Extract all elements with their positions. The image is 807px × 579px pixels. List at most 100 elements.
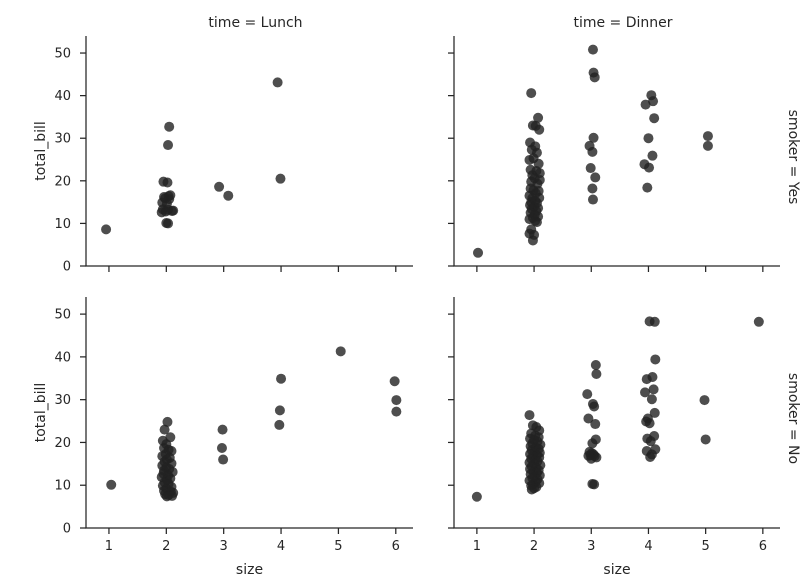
ytick-label-lunch-no-30: 30 (54, 393, 71, 408)
data-point-dinner-no-72 (648, 384, 659, 395)
data-point-lunch-yes-18 (164, 121, 175, 132)
data-point-dinner-yes-0 (473, 247, 484, 258)
data-point-lunch-no-43 (335, 346, 346, 357)
xtick-label-dinner-no-1: 1 (473, 539, 481, 554)
data-point-lunch-no-0 (106, 479, 117, 490)
data-point-dinner-no-74 (646, 394, 657, 405)
row-title-dinner-no: smoker = No (785, 373, 801, 464)
data-point-dinner-no-78 (644, 418, 655, 429)
data-point-dinner-no-81 (645, 436, 656, 447)
ytick-label-lunch-no-0: 0 (63, 522, 71, 537)
data-point-lunch-yes-14 (168, 205, 179, 216)
data-point-dinner-yes-67 (702, 140, 713, 151)
data-point-lunch-no-42 (274, 419, 285, 430)
data-point-lunch-yes-20 (214, 181, 225, 192)
xtick-label-lunch-no-4: 4 (277, 539, 285, 554)
axis-spines-dinner-yes (453, 36, 780, 267)
data-point-dinner-no-1 (524, 410, 535, 421)
data-point-lunch-no-41 (274, 405, 285, 416)
xtick-label-lunch-no-3: 3 (220, 539, 228, 554)
xtick-label-dinner-no-5: 5 (702, 539, 710, 554)
ytick-label-lunch-no-10: 10 (54, 479, 71, 494)
data-point-lunch-no-38 (216, 443, 227, 454)
data-point-lunch-no-37 (217, 424, 228, 435)
data-point-dinner-yes-11 (524, 154, 535, 165)
data-point-dinner-yes-5 (534, 124, 545, 135)
data-point-dinner-no-88 (753, 316, 764, 327)
data-point-lunch-yes-23 (275, 173, 286, 184)
data-point-lunch-no-1 (162, 416, 173, 427)
data-point-dinner-no-54 (590, 419, 601, 430)
axis-spines-dinner-no (453, 297, 780, 529)
data-point-lunch-no-44 (389, 376, 400, 387)
data-point-lunch-yes-21 (223, 190, 234, 201)
ytick-label-lunch-yes-0: 0 (63, 260, 71, 275)
data-point-dinner-no-85 (645, 451, 656, 462)
xtick-label-dinner-no-2: 2 (530, 539, 538, 554)
data-point-dinner-yes-46 (527, 235, 538, 246)
data-point-dinner-yes-62 (647, 150, 658, 161)
data-point-dinner-yes-1 (526, 88, 537, 99)
y-axis-title-lunch-no: total_bill (33, 383, 49, 443)
data-point-lunch-no-36 (161, 491, 172, 502)
data-point-dinner-no-68 (649, 316, 660, 327)
xtick-label-lunch-no-5: 5 (334, 539, 342, 554)
data-point-dinner-no-56 (587, 438, 598, 449)
data-point-dinner-no-53 (583, 413, 594, 424)
data-point-dinner-no-49 (591, 369, 602, 379)
ytick-label-lunch-no-40: 40 (54, 350, 71, 365)
data-point-dinner-no-86 (699, 395, 710, 406)
data-point-dinner-yes-61 (643, 133, 654, 144)
axis-spines-lunch-yes (85, 36, 413, 267)
ytick-label-lunch-yes-40: 40 (54, 89, 71, 104)
axis-spines-lunch-no (85, 297, 413, 529)
ytick-label-lunch-yes-30: 30 (54, 132, 71, 147)
data-point-dinner-yes-50 (588, 132, 599, 143)
data-point-dinner-yes-59 (640, 99, 651, 110)
data-point-dinner-no-75 (649, 407, 660, 418)
x-axis-title-lunch-no: size (236, 562, 263, 578)
data-point-dinner-yes-65 (642, 182, 653, 193)
data-point-lunch-no-46 (391, 406, 402, 417)
ytick-label-lunch-yes-20: 20 (54, 174, 71, 189)
data-point-lunch-yes-9 (165, 190, 176, 201)
data-point-dinner-yes-58 (648, 96, 659, 107)
xtick-label-lunch-no-2: 2 (162, 539, 170, 554)
data-point-lunch-no-45 (391, 395, 402, 406)
facet-title-dinner-yes: time = Dinner (573, 15, 672, 31)
data-point-dinner-yes-56 (587, 194, 598, 205)
data-point-dinner-yes-47 (587, 44, 598, 55)
facet-title-lunch-yes: time = Lunch (208, 15, 302, 31)
data-point-dinner-yes-53 (585, 163, 596, 174)
data-point-dinner-yes-42 (531, 217, 542, 228)
data-point-dinner-yes-66 (702, 131, 713, 142)
y-axis-title-lunch-yes: total_bill (33, 121, 49, 181)
data-point-dinner-no-48 (590, 360, 601, 371)
row-title-dinner-yes: smoker = Yes (785, 110, 801, 205)
data-point-lunch-yes-19 (163, 140, 174, 151)
ytick-label-lunch-yes-50: 50 (54, 47, 71, 62)
xtick-label-dinner-no-4: 4 (644, 539, 652, 554)
data-point-dinner-no-71 (641, 374, 652, 385)
xtick-label-lunch-no-1: 1 (105, 539, 113, 554)
data-point-lunch-yes-15 (156, 207, 167, 218)
data-point-dinner-yes-54 (590, 172, 601, 183)
data-point-dinner-no-50 (582, 389, 593, 400)
data-point-lunch-no-2 (159, 424, 170, 435)
data-point-dinner-no-64 (586, 453, 597, 464)
ytick-label-lunch-no-20: 20 (54, 436, 71, 451)
ytick-label-lunch-yes-10: 10 (54, 217, 71, 232)
data-point-dinner-no-73 (640, 387, 651, 398)
data-point-dinner-yes-55 (587, 183, 598, 194)
data-point-dinner-no-66 (589, 479, 600, 490)
data-point-lunch-yes-0 (101, 224, 112, 235)
data-point-dinner-yes-52 (587, 146, 598, 157)
ytick-label-lunch-no-50: 50 (54, 308, 71, 323)
xtick-label-lunch-no-6: 6 (392, 539, 400, 554)
data-point-lunch-yes-17 (163, 218, 174, 229)
xtick-label-dinner-no-6: 6 (759, 539, 767, 554)
data-point-lunch-no-39 (218, 454, 229, 465)
data-point-dinner-no-0 (471, 491, 482, 502)
data-point-dinner-yes-2 (533, 112, 544, 123)
